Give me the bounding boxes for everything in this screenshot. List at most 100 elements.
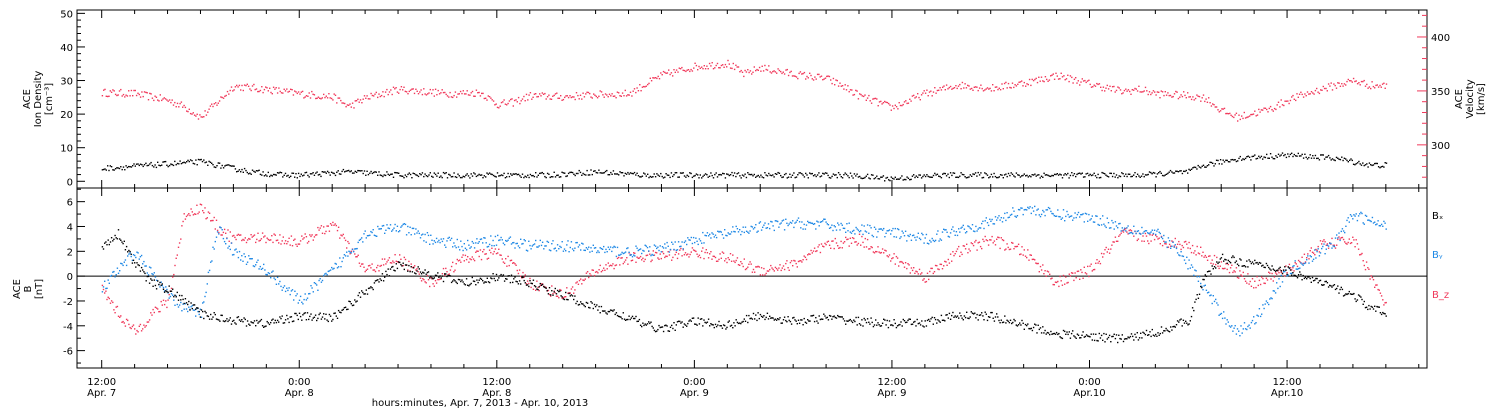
data-point-Bₓ-316 [465, 278, 468, 280]
data-point-Bₓ-324 [475, 284, 477, 286]
data-point-Bₓ-640 [839, 316, 841, 318]
data-point-velocity-99 [232, 90, 234, 92]
data-point-B_z-117 [236, 234, 238, 236]
data-point-Bᵧ-101 [218, 233, 220, 235]
data-point-Bₓ-634 [832, 316, 834, 318]
data-point-B_z-551 [736, 257, 739, 259]
data-point-Bᵧ-37 [144, 265, 146, 267]
data-point-B_z-577 [766, 270, 769, 272]
data-point-Bᵧ-662 [864, 230, 866, 232]
data-point-velocity-229 [403, 86, 405, 88]
data-point-density-657 [967, 176, 969, 179]
data-point-B_z-494 [671, 259, 673, 261]
data-point-density-716 [1044, 174, 1047, 176]
data-point-B_z-152 [276, 239, 279, 241]
data-point-Bᵧ-22 [127, 255, 129, 257]
data-point-B_z-42 [150, 312, 152, 314]
data-point-velocity-308 [507, 102, 509, 105]
data-point-Bₓ-479 [653, 329, 656, 332]
data-point-velocity-37 [150, 93, 152, 95]
data-point-B_z-58 [168, 293, 170, 296]
data-point-B_z-849 [1080, 269, 1082, 271]
data-point-Bᵧ-523 [704, 234, 706, 237]
data-point-density-285 [477, 174, 479, 177]
data-point-velocity-247 [427, 93, 429, 95]
data-point-Bᵧ-745 [960, 227, 962, 229]
data-point-density-915 [1306, 158, 1309, 160]
data-point-Bᵧ-390 [551, 243, 553, 245]
data-point-B_z-292 [438, 278, 440, 281]
data-point-velocity-813 [1172, 95, 1174, 98]
data-point-Bₓ-189 [319, 312, 321, 314]
data-point-Bᵧ-593 [785, 218, 787, 220]
data-point-Bₓ-259 [400, 263, 402, 266]
data-point-density-932 [1329, 157, 1331, 159]
data-point-B_z-899 [1137, 238, 1140, 240]
data-point-Bₓ-212 [346, 308, 348, 311]
data-point-density-17 [124, 169, 126, 171]
data-point-B_z-153 [278, 242, 280, 244]
data-point-density-890 [1273, 158, 1276, 160]
data-point-density-474 [726, 173, 728, 175]
data-point-density-60 [180, 162, 183, 165]
data-point-Bᵧ-278 [422, 233, 424, 235]
data-point-B_z-694 [901, 261, 903, 263]
data-point-Bᵧ-234 [371, 231, 373, 234]
data-point-velocity-538 [810, 74, 812, 77]
data-point-B_z-1055 [1317, 245, 1319, 248]
data-point-Bₓ-504 [682, 326, 684, 328]
data-point-velocity-825 [1188, 96, 1190, 98]
data-point-density-29 [139, 163, 142, 165]
data-point-density-624 [923, 174, 925, 176]
data-point-velocity-666 [978, 87, 981, 89]
data-point-density-904 [1292, 155, 1294, 158]
data-point-B_z-51 [160, 300, 162, 303]
data-point-velocity-875 [1254, 110, 1256, 112]
data-point-B_z-357 [513, 262, 515, 264]
data-point-Bᵧ-541 [725, 234, 727, 237]
data-point-velocity-243 [421, 93, 424, 96]
data-point-Bᵧ-191 [321, 279, 324, 282]
data-point-velocity-569 [851, 89, 853, 91]
data-point-velocity-769 [1114, 91, 1116, 93]
data-point-Bᵧ-609 [803, 223, 805, 226]
data-point-velocity-345 [556, 92, 558, 94]
data-point-density-947 [1349, 159, 1351, 161]
data-point-density-456 [702, 175, 704, 178]
data-point-density-176 [333, 172, 335, 175]
data-point-Bᵧ-813 [1038, 214, 1040, 216]
data-point-Bₓ-184 [313, 316, 316, 318]
data-point-density-84 [212, 164, 214, 166]
data-point-Bᵧ-569 [757, 230, 759, 232]
data-point-velocity-53 [171, 99, 173, 101]
data-point-Bᵧ-987 [1239, 335, 1241, 337]
data-point-velocity-97 [229, 89, 231, 92]
data-point-density-656 [965, 177, 968, 179]
data-point-Bₓ-241 [379, 278, 381, 280]
data-point-Bₓ-254 [394, 270, 396, 272]
data-point-density-882 [1263, 156, 1265, 158]
data-point-density-697 [1019, 176, 1022, 178]
data-point-velocity-280 [470, 92, 472, 94]
bottom-tick-label-0: -6 [63, 347, 73, 358]
data-point-Bₓ-717 [928, 318, 930, 321]
data-point-Bᵧ-463 [635, 245, 637, 247]
data-point-Bₓ-248 [387, 268, 389, 270]
data-point-Bₓ-230 [366, 293, 369, 295]
data-point-density-432 [670, 172, 673, 174]
data-point-density-586 [873, 178, 875, 180]
data-point-velocity-784 [1134, 87, 1136, 90]
data-point-B_z-309 [457, 260, 460, 262]
data-point-Bₓ-239 [377, 279, 379, 281]
data-point-density-795 [1148, 171, 1151, 173]
data-point-B_z-1099 [1368, 268, 1370, 270]
data-point-Bᵧ-166 [293, 299, 295, 301]
data-point-B_z-246 [385, 263, 387, 265]
data-point-density-804 [1160, 172, 1162, 174]
data-point-Bᵧ-1090 [1357, 215, 1360, 217]
data-point-Bᵧ-631 [828, 227, 831, 229]
data-point-B_z-583 [773, 270, 775, 272]
data-point-velocity-431 [669, 73, 671, 76]
data-point-density-818 [1179, 170, 1181, 172]
data-point-velocity-216 [386, 88, 388, 91]
